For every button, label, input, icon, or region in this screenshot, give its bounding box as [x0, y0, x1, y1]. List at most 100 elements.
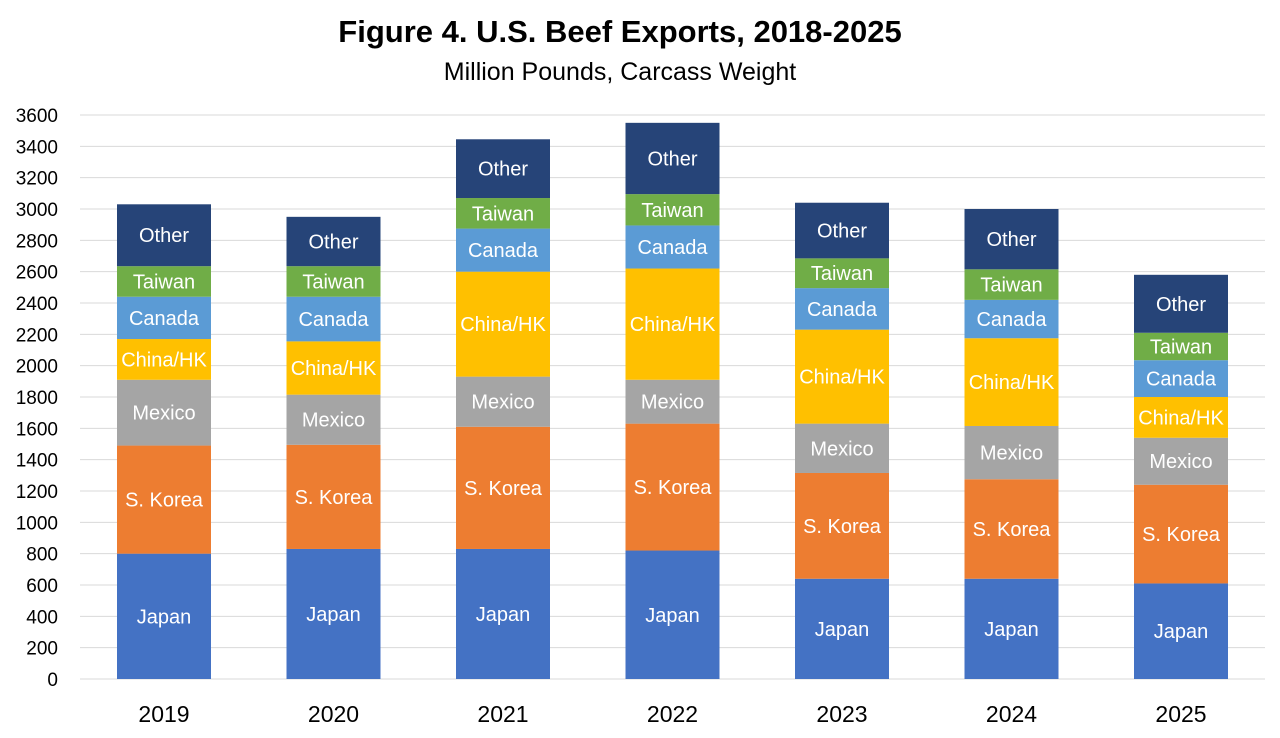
bar-segment-other	[286, 216, 381, 267]
bar-segment-japan	[625, 550, 720, 679]
data-label-other: Other	[647, 148, 697, 170]
data-label-other: Other	[308, 232, 358, 254]
data-label-china-hk: China/HK	[799, 367, 885, 389]
data-label-japan: Japan	[137, 606, 192, 628]
data-label-china-hk: China/HK	[1138, 407, 1224, 429]
y-axis-ticks: 0 200 400 600 800 1000 1200 1400 1600 1800 2000 220…	[16, 106, 58, 691]
data-label-china-hk: China/HK	[121, 349, 207, 371]
bar-segment-s-korea	[625, 423, 720, 551]
bar-segment-s-korea	[117, 445, 211, 554]
bar-segment-canada	[117, 296, 211, 340]
bar-segment-s-korea	[795, 472, 889, 579]
data-label-other: Other	[986, 229, 1036, 251]
bar-segment-other	[456, 139, 550, 199]
y-tick-label: 2200	[16, 325, 58, 346]
bar-segment-taiwan	[795, 258, 889, 289]
data-label-china-hk: China/HK	[969, 372, 1055, 394]
bar-segment-china-hk	[1134, 397, 1228, 438]
bar-segment-s-korea	[964, 479, 1059, 579]
data-label-other: Other	[139, 225, 189, 247]
data-label-canada: Canada	[129, 308, 200, 330]
bar-segment-china-hk	[625, 268, 720, 380]
data-label-japan: Japan	[984, 619, 1039, 641]
bar-segment-china-hk	[795, 329, 889, 424]
bar-segment-canada	[964, 299, 1059, 339]
bar-segment-other	[964, 209, 1059, 270]
data-label-s-korea: S. Korea	[973, 519, 1052, 541]
data-label-other: Other	[817, 221, 867, 243]
data-label-taiwan: Taiwan	[472, 203, 534, 225]
data-label-taiwan: Taiwan	[1150, 336, 1212, 358]
data-label-mexico: Mexico	[810, 438, 873, 460]
data-label-mexico: Mexico	[132, 403, 195, 425]
data-label-other: Other	[1156, 294, 1206, 316]
y-tick-label: 3200	[16, 169, 58, 190]
data-label-china-hk: China/HK	[630, 314, 716, 336]
y-tick-label: 3400	[16, 137, 58, 158]
y-tick-label: 2800	[16, 231, 58, 252]
data-label-japan: Japan	[815, 619, 870, 641]
data-label-taiwan: Taiwan	[641, 200, 703, 222]
bar-segment-mexico	[286, 394, 381, 445]
bar-segment-mexico	[117, 379, 211, 446]
bar-segment-canada	[286, 296, 381, 342]
bar-segment-mexico	[456, 376, 550, 427]
data-label-japan: Japan	[306, 604, 361, 626]
bar-segment-other	[795, 202, 889, 259]
bar-stack-2023: Japan S. Korea Mexico China/HK Canada Taiwan O…	[795, 202, 889, 679]
data-label-s-korea: S. Korea	[634, 477, 713, 499]
bar-segment-canada	[795, 288, 889, 330]
data-label-taiwan: Taiwan	[133, 271, 195, 293]
data-label-china-hk: China/HK	[460, 314, 546, 336]
data-label-japan: Japan	[645, 605, 700, 627]
x-tick-label: 2020	[308, 701, 359, 727]
bar-stack-2024: Japan S. Korea Mexico China/HK Canada Taiwan O…	[964, 209, 1059, 679]
x-axis-ticks: 2019 2020 2021 2022 2023 2024 2025	[138, 701, 1206, 727]
bar-stack-2019: Japan S. Korea Mexico China/HK Canada Taiwan O…	[117, 204, 211, 679]
data-label-s-korea: S. Korea	[295, 487, 374, 509]
chart-title: Figure 4. U.S. Beef Exports, 2018-2025	[338, 14, 902, 49]
y-tick-label: 3600	[16, 106, 58, 127]
data-label-canada: Canada	[298, 309, 369, 331]
bar-segment-s-korea	[286, 444, 381, 549]
bar-segment-canada	[1134, 360, 1228, 397]
data-label-mexico: Mexico	[302, 410, 365, 432]
data-label-s-korea: S. Korea	[1142, 524, 1221, 546]
bar-segment-japan	[117, 553, 211, 679]
bar-segment-china-hk	[286, 341, 381, 395]
bar-segment-taiwan	[117, 266, 211, 297]
bar-segment-canada	[625, 225, 720, 269]
bar-segment-taiwan	[456, 198, 550, 229]
bar-segment-mexico	[964, 425, 1059, 480]
bar-stack-2025: Japan S. Korea Mexico China/HK Canada Taiwan O…	[1134, 274, 1228, 679]
data-label-taiwan: Taiwan	[811, 263, 873, 285]
bar-segment-canada	[456, 228, 550, 272]
data-label-mexico: Mexico	[980, 443, 1043, 465]
bar-segment-japan	[964, 578, 1059, 679]
bar-segment-taiwan	[286, 266, 381, 297]
y-tick-label: 2000	[16, 357, 58, 378]
y-tick-label: 200	[26, 639, 58, 660]
bar-segment-china-hk	[964, 338, 1059, 426]
y-tick-label: 2600	[16, 263, 58, 284]
data-label-taiwan: Taiwan	[302, 271, 364, 293]
y-tick-label: 3000	[16, 200, 58, 221]
data-label-s-korea: S. Korea	[803, 516, 882, 538]
y-tick-label: 2400	[16, 294, 58, 315]
data-label-canada: Canada	[976, 309, 1047, 331]
bar-segment-japan	[456, 548, 550, 679]
data-label-canada: Canada	[807, 299, 878, 321]
x-tick-label: 2022	[647, 701, 698, 727]
y-tick-label: 1600	[16, 419, 58, 440]
bar-stack-2022: Japan S. Korea Mexico China/HK Canada Taiwan O…	[625, 122, 720, 679]
bar-segment-mexico	[625, 379, 720, 424]
bar-stack-2021: Japan S. Korea Mexico China/HK Canada Taiwan O…	[456, 139, 550, 679]
bar-stack-2020: Japan S. Korea Mexico China/HK Canada Taiwan O…	[286, 216, 381, 679]
data-label-canada: Canada	[468, 240, 539, 262]
bar-segment-mexico	[1134, 437, 1228, 485]
chart-subtitle: Million Pounds, Carcass Weight	[443, 58, 797, 86]
bar-segment-other	[1134, 274, 1228, 333]
x-tick-label: 2019	[138, 701, 189, 727]
data-label-mexico: Mexico	[471, 392, 534, 414]
